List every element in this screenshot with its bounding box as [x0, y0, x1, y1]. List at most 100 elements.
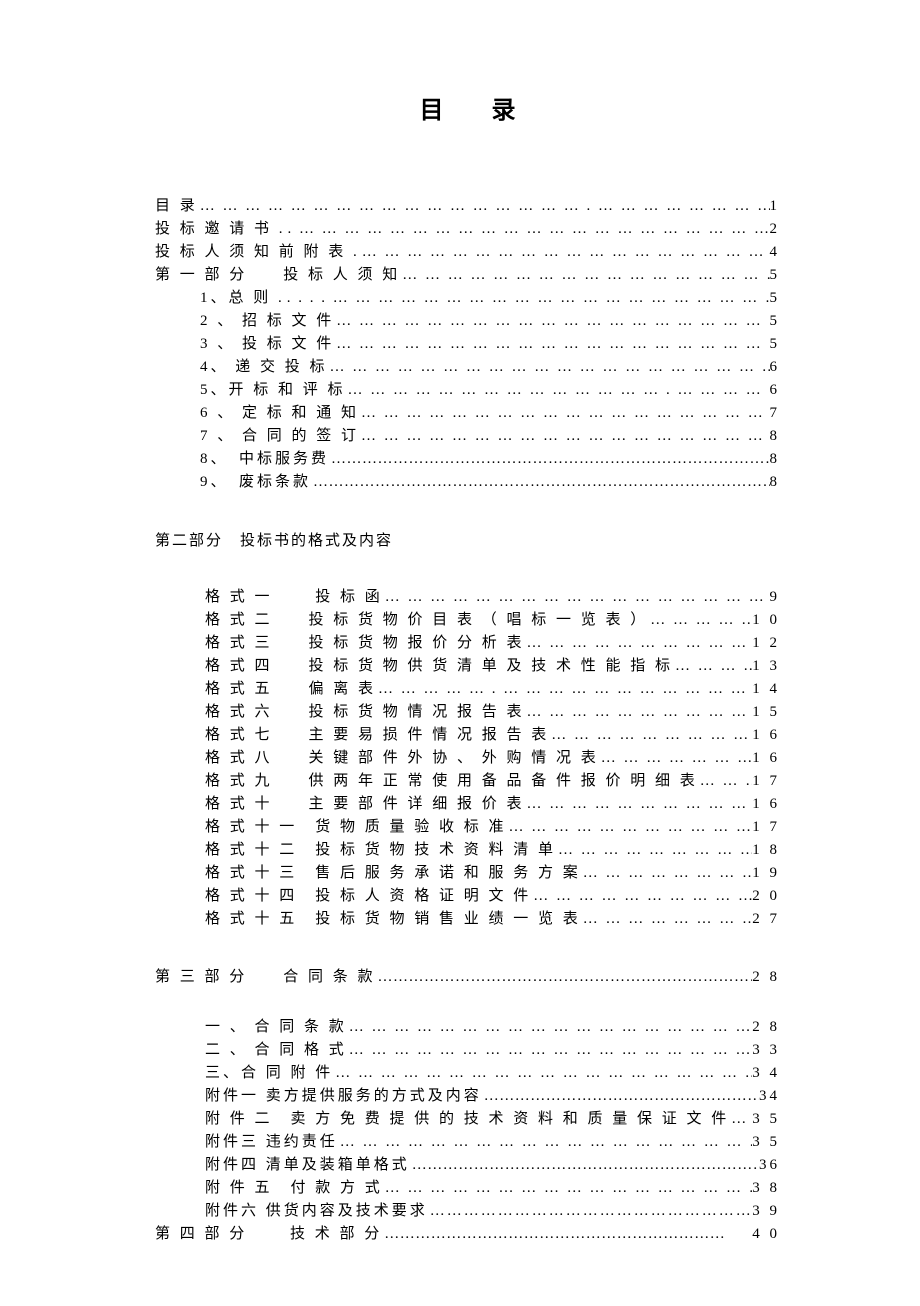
- toc-line: 附 件 五 付 款 方 式… … … … … … … … … … … … … ……: [155, 1177, 780, 1199]
- toc-leader: … … … … … … … … … … … … … … … … … … … … …: [360, 241, 770, 263]
- toc-leader: …………………………………………………………………………………: [329, 448, 769, 470]
- toc-line: 投 标 邀 请 书 .. … … … … … … … … … … … … … ……: [155, 218, 780, 240]
- toc-leader: … … … … … … … … … … … … … … … … … … … … …: [328, 356, 770, 378]
- section-3-page: 2 8: [752, 966, 780, 988]
- toc-line: 格 式 六 投 标 货 物 情 况 报 告 表… … … … … … … … ……: [155, 701, 780, 723]
- toc-leader: … … … … … … … … … … … … … … … … … … … … …: [334, 333, 769, 355]
- toc-page: 34: [759, 1085, 780, 1107]
- toc-label: 格 式 八 关 键 部 件 外 协 、 外 购 情 况 表: [205, 747, 599, 769]
- toc-page: 2 7: [752, 908, 780, 930]
- toc-label: 格 式 一 投 标 函: [205, 586, 383, 608]
- toc-page: 3 4: [752, 1062, 780, 1084]
- toc-page: 8: [770, 448, 781, 470]
- toc-page: 3 5: [752, 1131, 780, 1153]
- toc-label: 格 式 十 一 货 物 质 量 验 收 标 准: [205, 816, 507, 838]
- toc-section3-group: 一 、 合 同 条 款… … … … … … … … … … … … … … ……: [155, 1016, 780, 1222]
- toc-label: 格 式 十 四 投 标 人 资 格 证 明 文 件: [205, 885, 531, 907]
- toc-leader: . . . . … … … … … … … … … … … … … … … … …: [285, 287, 770, 309]
- toc-leader: … … … … … … … … … … …: [581, 862, 752, 884]
- toc-leader: … … … … … … … … … … … …: [556, 839, 752, 861]
- toc-leader: … … … … … … … … … … … … … … … … … …: [383, 586, 770, 608]
- toc-label: 投 标 人 须 知 前 附 表 .: [155, 241, 360, 263]
- toc-line: 格 式 十 五 投 标 货 物 销 售 业 绩 一 览 表… … … … … ……: [155, 908, 780, 930]
- toc-label: 2 、 招 标 文 件: [200, 310, 334, 332]
- toc-line: 附件三 违约责任… … … … … … … … … … … … … … … … …: [155, 1131, 780, 1153]
- toc-leader: … … … … … … … … … … … … … … … … … … … …: [347, 1016, 752, 1038]
- section-2-header: 第二部分 投标书的格式及内容: [155, 529, 780, 550]
- page-title: 目录: [155, 90, 780, 125]
- toc-page: 1 6: [752, 724, 780, 746]
- toc-page: 1 6: [752, 747, 780, 769]
- toc-line: 二 、 合 同 格 式… … … … … … … … … … … … … … ……: [155, 1039, 780, 1061]
- toc-leader: … … … … … … … … … … … … … … … … … … … … …: [334, 310, 769, 332]
- toc-label: 格 式 五 偏 离 表: [205, 678, 376, 700]
- toc-page: 8: [770, 425, 781, 447]
- toc-page: 9: [770, 586, 781, 608]
- toc-label: 格 式 七 主 要 易 损 件 情 况 报 告 表: [205, 724, 549, 746]
- toc-page: 4: [770, 241, 781, 263]
- toc-label: 5、开 标 和 评 标: [200, 379, 346, 401]
- toc-line: 格 式 五 偏 离 表… … … … … . … … … … … … … … ……: [155, 678, 780, 700]
- toc-leader: …………………………………………………………………………………: [311, 471, 769, 493]
- toc-page: 1 3: [752, 655, 780, 677]
- toc-leader: … … … … … … … … … … … … … … … … … … … …: [359, 402, 769, 424]
- toc-leader: … … … … … … … … … …: [599, 747, 752, 769]
- toc-label: 附 件 五 付 款 方 式: [205, 1177, 383, 1199]
- toc-label: 1、总 则 .: [200, 287, 285, 309]
- toc-leader: … … … … … …: [698, 770, 752, 792]
- toc-line: 5、开 标 和 评 标… … … … … … … … … … … … … … .…: [155, 379, 780, 401]
- toc-leader: … … … … … … … … … … … … … … … … … … … …: [333, 1062, 752, 1084]
- toc-page: 1 7: [752, 770, 780, 792]
- toc-label: 格 式 九 供 两 年 正 常 使 用 备 品 备 件 报 价 明 细 表: [205, 770, 698, 792]
- section-4-label: 第 四 部 分 技 术 部 分: [155, 1223, 382, 1245]
- toc-page: 8: [770, 471, 781, 493]
- toc-page: 5: [770, 287, 781, 309]
- toc-leader: … … … … … … … … … … … … …: [531, 885, 752, 907]
- toc-page: 1 8: [752, 839, 780, 861]
- toc-label: 第 一 部 分 投 标 人 须 知: [155, 264, 400, 286]
- toc-page: 1 0: [752, 609, 780, 631]
- toc-line: 8、 中标服务费…………………………………………………………………………………8: [155, 448, 780, 470]
- toc-page: 2 0: [752, 885, 780, 907]
- toc-label: 8、 中标服务费: [200, 448, 329, 470]
- toc-label: 格 式 四 投 标 货 物 供 货 清 单 及 技 术 性 能 指 标: [205, 655, 673, 677]
- toc-page: 36: [759, 1154, 780, 1176]
- toc-page: 1 7: [752, 816, 780, 838]
- toc-leader: … … … … … … …: [673, 655, 752, 677]
- toc-label: 4、 递 交 投 标: [200, 356, 328, 378]
- toc-page: 1 2: [752, 632, 780, 654]
- toc-page: 6: [770, 356, 781, 378]
- section-4-line: 第 四 部 分 技 术 部 分 ………………………………………………………… 4…: [155, 1223, 780, 1245]
- toc-line: 附 件 二 卖 方 免 费 提 供 的 技 术 资 料 和 质 量 保 证 文 …: [155, 1108, 780, 1130]
- toc-label: 投 标 邀 请 书 .: [155, 218, 286, 240]
- toc-line: 附件一 卖方提供服务的方式及内容…………………………………………………………………: [155, 1085, 780, 1107]
- toc-line: 9、 废标条款…………………………………………………………………………………8: [155, 471, 780, 493]
- toc-leader: … … … … … … …: [729, 1108, 752, 1130]
- toc-leader: … … … … … … … … … … … … … … … … … … … …: [383, 1177, 752, 1199]
- toc-section2-group: 格 式 一 投 标 函… … … … … … … … … … … … … … ……: [155, 586, 780, 930]
- toc-leader: … … … … … … … … … … … … … … . … … … … … …: [346, 379, 770, 401]
- toc-page: 1 5: [752, 701, 780, 723]
- toc-leader: ……………………………………………………………: [410, 1154, 759, 1176]
- toc-label: 三、合 同 附 件: [205, 1062, 333, 1084]
- toc-leader: … … … … … … … … … … … … … … … … … … … …: [359, 425, 769, 447]
- toc-line: 投 标 人 须 知 前 附 表 .… … … … … … … … … … … ……: [155, 241, 780, 263]
- toc-line: 格 式 十 二 投 标 货 物 技 术 资 料 清 单… … … … … … ……: [155, 839, 780, 861]
- toc-page: 3 3: [752, 1039, 780, 1061]
- toc-leader: … … … … … … … … … … … … … … … … … … … … …: [338, 1131, 752, 1153]
- toc-page: 1 4: [752, 678, 780, 700]
- toc-label: 6 、 定 标 和 通 知: [200, 402, 359, 424]
- toc-line: 2 、 招 标 文 件… … … … … … … … … … … … … … ……: [155, 310, 780, 332]
- toc-label: 目 录: [155, 195, 198, 217]
- toc-leader: . … … … … … … … … … … … … … … … … … … … …: [286, 218, 770, 240]
- toc-label: 格 式 十 五 投 标 货 物 销 售 业 绩 一 览 表: [205, 908, 581, 930]
- toc-page: 5: [770, 264, 781, 286]
- toc-label: 附件六 供货内容及技术要求: [205, 1200, 428, 1222]
- toc-line: 第 一 部 分 投 标 人 须 知… … … … … … … … … … … ……: [155, 264, 780, 286]
- toc-page: 1 6: [752, 793, 780, 815]
- toc-label: 附 件 二 卖 方 免 费 提 供 的 技 术 资 料 和 质 量 保 证 文 …: [205, 1108, 729, 1130]
- toc-line: 格 式 一 投 标 函… … … … … … … … … … … … … … ……: [155, 586, 780, 608]
- toc-label: 二 、 合 同 格 式: [205, 1039, 347, 1061]
- toc-leader: …………………………………………………………………: [376, 966, 753, 988]
- toc-line: 格 式 十 主 要 部 件 详 细 报 价 表… … … … … … … … ……: [155, 793, 780, 815]
